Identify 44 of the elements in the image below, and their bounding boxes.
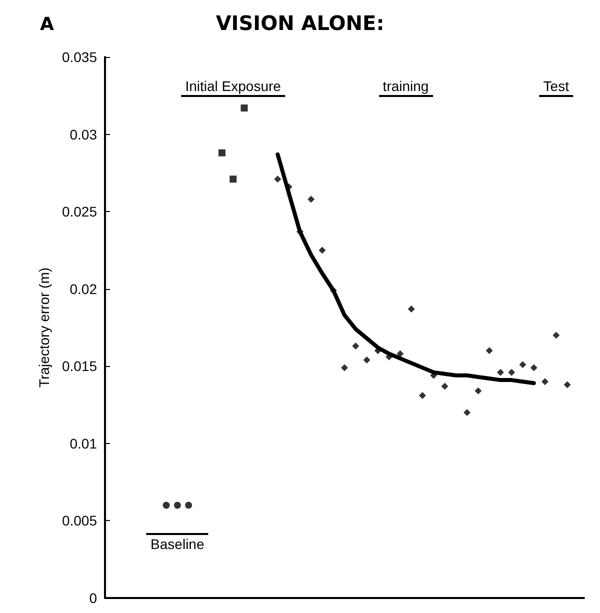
point (308, 196, 315, 203)
point (274, 176, 282, 183)
y-axis-title: Trajectory error (m) (36, 267, 52, 388)
point (330, 286, 337, 294)
point (240, 104, 248, 112)
point (564, 381, 571, 388)
point (552, 332, 560, 339)
chart-title: VISION ALONE: (216, 11, 384, 35)
y-tick-label: 0.015 (62, 358, 98, 374)
y-tick-label: 0.03 (70, 126, 98, 142)
point (464, 409, 471, 416)
point (441, 382, 448, 390)
point (230, 176, 237, 183)
point (341, 364, 348, 372)
point (218, 149, 226, 156)
y-tick-label: 0.01 (70, 435, 98, 452)
line-series (276, 152, 536, 386)
annotation: Baseline (146, 533, 208, 554)
annotation: Test (539, 77, 573, 97)
text: A (40, 14, 54, 35)
point (519, 361, 526, 368)
y-tick-label: 0.005 (62, 512, 98, 529)
point (474, 387, 482, 394)
y-tick-label: 0 (89, 590, 98, 606)
point (508, 368, 516, 376)
point (418, 392, 426, 400)
point (542, 378, 549, 386)
point (530, 364, 538, 372)
point (352, 342, 360, 350)
point (162, 502, 170, 509)
annotation: Initial Exposure (181, 77, 285, 97)
point (408, 305, 415, 312)
y-tick-label: 0.025 (62, 204, 98, 220)
point (396, 350, 404, 358)
y-tick-label: 0.035 (62, 49, 98, 65)
annotation: training (378, 77, 433, 97)
point (174, 502, 181, 509)
point (318, 246, 326, 254)
point (185, 502, 192, 509)
point (363, 356, 370, 364)
y-tick-label: 0.02 (70, 280, 98, 297)
point (496, 368, 504, 376)
point (296, 228, 304, 236)
point (486, 347, 493, 354)
